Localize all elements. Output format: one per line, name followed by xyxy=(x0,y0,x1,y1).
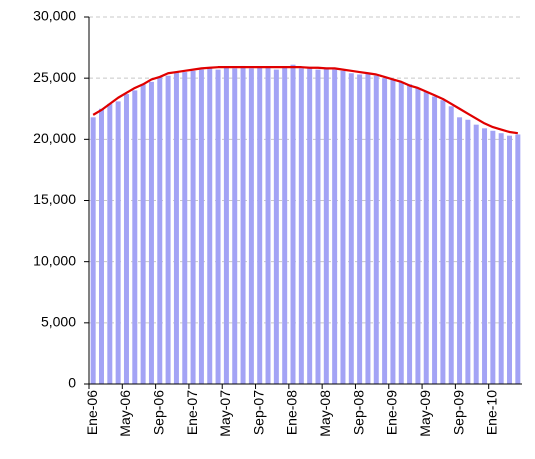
y-tick-label: 5,000 xyxy=(41,314,76,330)
bar xyxy=(265,67,271,384)
bar xyxy=(407,84,413,385)
bar xyxy=(240,65,246,384)
bar xyxy=(473,124,479,385)
x-tick-label: May-07 xyxy=(217,390,233,437)
bar xyxy=(207,68,213,384)
bar xyxy=(282,67,288,384)
bar xyxy=(165,75,171,384)
bar xyxy=(465,119,471,384)
x-tick-label: May-09 xyxy=(417,390,433,437)
bar xyxy=(373,75,379,384)
bar xyxy=(307,67,313,384)
bar xyxy=(273,69,279,384)
bar xyxy=(173,72,179,385)
bar xyxy=(423,91,429,384)
bar xyxy=(140,84,146,385)
bar xyxy=(515,134,521,384)
bar xyxy=(107,103,113,385)
bar xyxy=(132,90,138,385)
bar xyxy=(298,68,304,384)
bar xyxy=(340,70,346,385)
bar xyxy=(198,69,204,384)
bar xyxy=(332,69,338,384)
bar xyxy=(357,74,363,384)
bar xyxy=(323,68,329,384)
bar xyxy=(157,76,163,385)
x-tick-label: Ene-09 xyxy=(384,390,400,435)
bar xyxy=(432,96,438,385)
bar xyxy=(182,72,188,385)
bar xyxy=(448,106,454,384)
x-tick-label: Ene-10 xyxy=(484,390,500,435)
bar xyxy=(232,68,238,384)
x-tick-label: Sep-09 xyxy=(450,390,466,435)
y-tick-label: 10,000 xyxy=(33,252,76,268)
bar xyxy=(98,108,104,384)
bar xyxy=(507,135,513,384)
x-tick-label: Ene-07 xyxy=(184,390,200,435)
bar xyxy=(190,70,196,385)
bar xyxy=(490,130,496,384)
bar xyxy=(315,69,321,384)
bar xyxy=(148,81,154,384)
line xyxy=(92,66,519,135)
x-tick-label: Sep-06 xyxy=(150,390,166,435)
x-tick-label: Sep-08 xyxy=(350,390,366,435)
bar xyxy=(382,78,388,385)
bar xyxy=(348,73,354,385)
y-tick-label: 15,000 xyxy=(33,191,76,207)
bar xyxy=(223,67,229,384)
y-tick-label: 0 xyxy=(68,375,76,391)
bar xyxy=(123,94,129,384)
bar xyxy=(440,100,446,384)
bar xyxy=(390,79,396,384)
x-tick-label: May-08 xyxy=(317,390,333,437)
bar xyxy=(498,133,504,384)
x-tick-label: Ene-06 xyxy=(84,390,100,435)
bar xyxy=(457,117,463,385)
bar xyxy=(248,68,254,384)
bar xyxy=(215,69,221,384)
x-tick-label: Sep-07 xyxy=(250,390,266,435)
bar xyxy=(290,64,296,385)
bar xyxy=(482,128,488,384)
y-tick-label: 20,000 xyxy=(33,130,76,146)
bar xyxy=(115,101,121,384)
bar xyxy=(415,87,421,384)
y-tick-label: 30,000 xyxy=(33,8,76,24)
x-tick-label: May-06 xyxy=(117,390,133,437)
y-tick-label: 25,000 xyxy=(33,69,76,85)
x-tick-label: Ene-08 xyxy=(284,390,300,435)
bar xyxy=(398,81,404,384)
bar xyxy=(90,117,96,385)
bar xyxy=(257,67,263,384)
bar xyxy=(365,73,371,385)
